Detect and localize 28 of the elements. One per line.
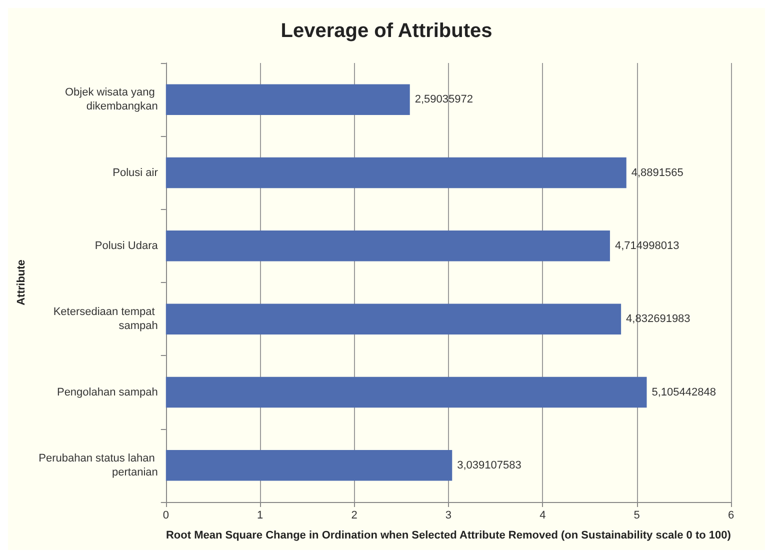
bar [166, 230, 610, 262]
x-tick-label: 2 [351, 510, 358, 522]
y-axis-title: Attribute [16, 260, 28, 306]
x-tick-label: 6 [728, 510, 734, 522]
bar [166, 376, 647, 408]
data-label: 4,8891565 [631, 166, 684, 179]
data-label: 4,832691983 [626, 313, 690, 326]
bar [166, 304, 622, 334]
x-tick-label: 5 [634, 510, 640, 522]
y-tick-label: Polusi air [112, 166, 158, 179]
y-tick-label: Objek wisata yang dikembangkan [64, 86, 158, 113]
y-tick-label: Ketersediaan tempat sampah [53, 306, 158, 332]
x-tick-label: 1 [257, 510, 264, 522]
bar [166, 157, 626, 188]
x-tick-label: 3 [445, 510, 452, 522]
y-tick-label: Pengolahan sampah [56, 386, 158, 398]
x-tick-label: 4 [540, 510, 546, 522]
data-label: 4,714998013 [614, 240, 680, 252]
bar [166, 84, 410, 115]
bar [166, 450, 452, 481]
data-label: 2,59035972 [414, 94, 473, 106]
data-label: 3,039107583 [457, 459, 522, 472]
y-tick-label: Perubahan status lahan pertanian [38, 452, 158, 478]
y-tick-label: Polusi Udara [94, 240, 159, 252]
data-label: 5,105442848 [652, 386, 716, 398]
x-tick-label: 0 [162, 510, 169, 522]
chart-title: Leverage of Attributes [280, 20, 492, 42]
x-axis-title: Root Mean Square Change in Ordination when Selected Attribute Removed (on Sustainability scale 0 to 100) [166, 530, 732, 542]
